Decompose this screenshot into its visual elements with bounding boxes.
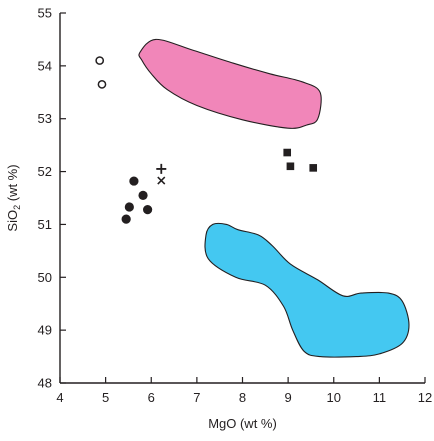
y-tick-label: 51 [38,217,52,232]
y-tick-label: 49 [38,323,52,338]
filled-circle-marker [124,202,134,212]
y-axis-ticks: 48 49 50 51 52 53 54 55 [38,6,66,391]
filled-circle-marker [143,205,153,215]
filled-circle-marker [121,214,131,224]
y-tick-label: 54 [38,58,52,73]
open-circle-marker [95,56,105,65]
x-tick-label: 8 [239,390,246,405]
filled-circle-marker [129,176,139,186]
x-tick-label: 12 [418,390,432,405]
y-axis-title-subscript: 2 [12,205,22,210]
y-axis-title-rest: (wt %) [5,164,20,204]
x-tick-label: 11 [373,390,387,405]
y-axis-title-base: SiO [5,210,20,232]
open-circle-marker [97,80,107,89]
x-tick-label: 10 [327,390,341,405]
cross-marker [157,176,166,185]
x-tick-label: 9 [285,390,292,405]
compositional-fields [138,38,410,358]
filled-square-marker [286,162,295,171]
y-tick-label: 55 [38,6,52,21]
y-tick-label: 53 [38,111,52,126]
blue-field-region [204,222,410,358]
x-tick-label: 5 [102,390,109,405]
filled-circle-marker [138,190,148,200]
pink-field-region [138,38,322,129]
y-tick-label: 48 [38,376,52,391]
y-tick-label: 52 [38,164,52,179]
data-points [95,56,318,224]
x-tick-label: 6 [148,390,155,405]
y-tick-label: 50 [38,270,52,285]
filled-square-marker [283,148,292,157]
filled-square-marker [309,164,318,172]
x-axis-ticks: 4 5 6 7 8 9 10 11 12 [56,377,432,405]
plus-marker [156,163,167,174]
x-tick-label: 7 [193,390,200,405]
x-axis-title: MgO (wt %) [208,416,277,431]
y-axis-title: SiO2 (wt %) [5,164,22,231]
x-tick-label: 4 [56,390,63,405]
